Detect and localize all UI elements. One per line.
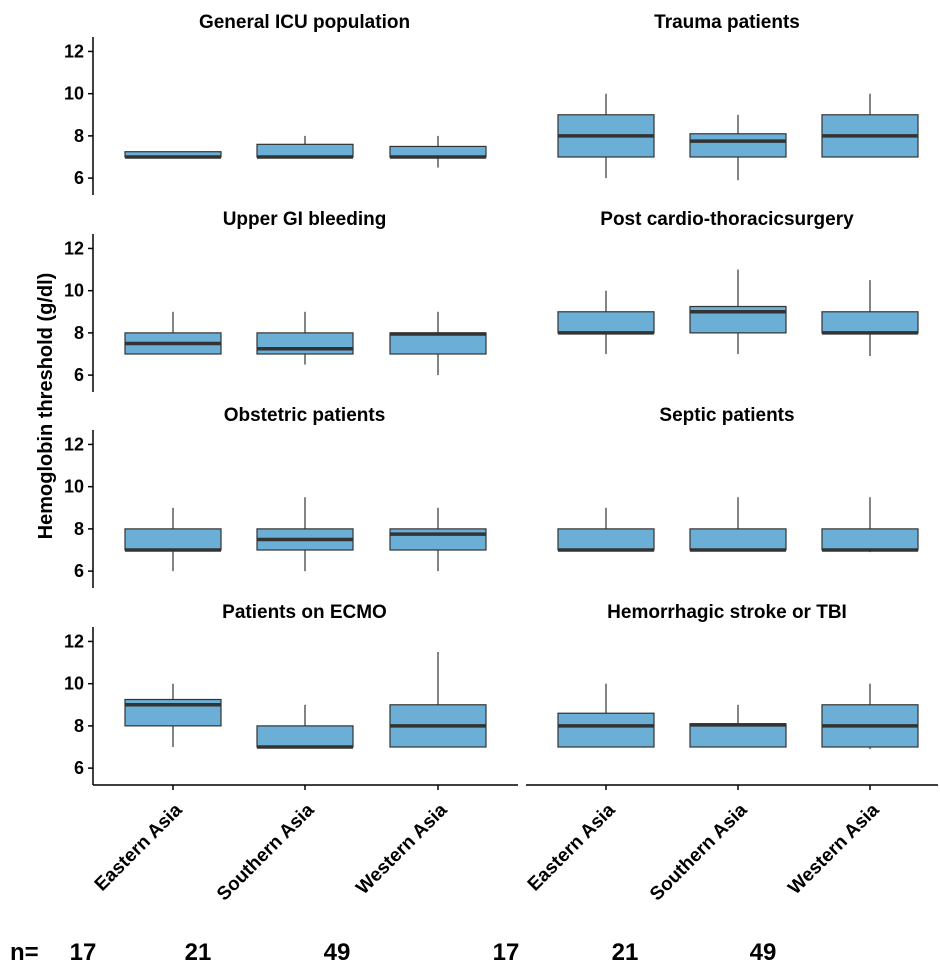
- box-western-asia: [389, 652, 487, 748]
- box-southern-asia: [689, 114, 787, 181]
- panel-title: Upper GI bleeding: [223, 209, 387, 230]
- box-body: [256, 332, 354, 355]
- box-body: [821, 311, 919, 334]
- panel-title: Patients on ECMO: [222, 602, 387, 623]
- box-western-asia: [389, 135, 487, 168]
- y-tick-label: 12: [64, 41, 84, 61]
- panel-7: Patients on ECMO 6 8 10 12 Eastern Asia Southe…: [64, 602, 518, 905]
- y-tick-label: 10: [64, 281, 84, 301]
- box-body: [389, 332, 487, 355]
- box-western-asia: [821, 497, 919, 553]
- box-southern-asia: [256, 704, 354, 749]
- box-body: [689, 133, 787, 158]
- x-tick-label: Eastern Asia: [524, 799, 620, 895]
- box-eastern-asia: [557, 507, 655, 552]
- box-body: [557, 712, 655, 748]
- y-tick-label: 12: [64, 434, 84, 454]
- box-western-asia: [821, 683, 919, 750]
- box-eastern-asia: [124, 683, 222, 747]
- panel-title: Hemorrhagic stroke or TBI: [607, 602, 847, 623]
- panel-2: Trauma patients: [557, 12, 919, 181]
- box-southern-asia: [256, 135, 354, 159]
- y-tick-label: 12: [64, 631, 84, 651]
- y-tick-label: 6: [74, 758, 84, 778]
- y-tick-label: 6: [74, 365, 84, 385]
- panel-title: Post cardio-thoracicsurgery: [600, 209, 854, 230]
- panel-4: Post cardio-thoracicsurgery: [557, 209, 919, 357]
- box-body: [256, 725, 354, 748]
- box-body: [821, 528, 919, 551]
- box-western-asia: [821, 280, 919, 357]
- n-prefix-label: n=: [10, 939, 39, 966]
- panel-6: Septic patients: [557, 405, 919, 553]
- sample-size-label: 17: [493, 939, 520, 966]
- sample-size-label: 17: [70, 939, 97, 966]
- sample-size-row: n= 17 21 49 17 21 49: [10, 939, 776, 966]
- y-tick-label: 6: [74, 168, 84, 188]
- y-tick-label: 10: [64, 674, 84, 694]
- panel-title: Septic patients: [659, 405, 794, 426]
- box-southern-asia: [256, 311, 354, 365]
- sample-size-label: 49: [750, 939, 777, 966]
- box-eastern-asia: [124, 311, 222, 355]
- panel-5: Obstetric patients 6 8 10 12: [64, 405, 487, 588]
- panel-3: Upper GI bleeding 6 8 10 12: [64, 209, 487, 392]
- box-western-asia: [389, 311, 487, 376]
- box-southern-asia: [689, 704, 787, 748]
- box-southern-asia: [256, 497, 354, 572]
- y-tick-label: 6: [74, 561, 84, 581]
- panel-title: Trauma patients: [654, 12, 800, 33]
- panel-title: Obstetric patients: [224, 405, 386, 426]
- x-tick-label: Western Asia: [352, 799, 452, 899]
- box-eastern-asia: [557, 683, 655, 748]
- box-body: [256, 143, 354, 158]
- y-tick-label: 8: [74, 323, 84, 343]
- sample-size-label: 21: [612, 939, 639, 966]
- box-southern-asia: [689, 497, 787, 552]
- y-tick-label: 8: [74, 126, 84, 146]
- box-eastern-asia: [124, 507, 222, 572]
- y-tick-label: 12: [64, 238, 84, 258]
- box-body: [389, 528, 487, 551]
- box-body: [689, 528, 787, 551]
- sample-size-label: 21: [185, 939, 212, 966]
- panel-title: General ICU population: [199, 12, 410, 33]
- box-body: [689, 723, 787, 748]
- sample-size-label: 49: [324, 939, 351, 966]
- x-tick-label: Southern Asia: [646, 799, 752, 905]
- x-tick-label: Southern Asia: [213, 799, 319, 905]
- box-western-asia: [389, 507, 487, 572]
- box-eastern-asia: [557, 93, 655, 179]
- box-body: [557, 311, 655, 334]
- panel-1: General ICU population 6 8 10 12: [64, 12, 487, 195]
- box-eastern-asia: [557, 290, 655, 354]
- x-tick-label: Eastern Asia: [91, 799, 187, 895]
- y-tick-label: 10: [64, 84, 84, 104]
- box-body: [557, 528, 655, 551]
- y-tick-label: 8: [74, 519, 84, 539]
- box-southern-asia: [689, 269, 787, 354]
- box-western-asia: [821, 93, 919, 158]
- y-tick-label: 8: [74, 716, 84, 736]
- y-tick-label: 10: [64, 477, 84, 497]
- box-eastern-asia: [124, 151, 222, 159]
- y-axis-label: Hemoglobin threshold (g/dl): [35, 273, 57, 540]
- box-body: [124, 528, 222, 551]
- x-tick-label: Western Asia: [784, 799, 884, 899]
- panel-8: Hemorrhagic stroke or TBI Eastern Asia Sou…: [524, 602, 938, 905]
